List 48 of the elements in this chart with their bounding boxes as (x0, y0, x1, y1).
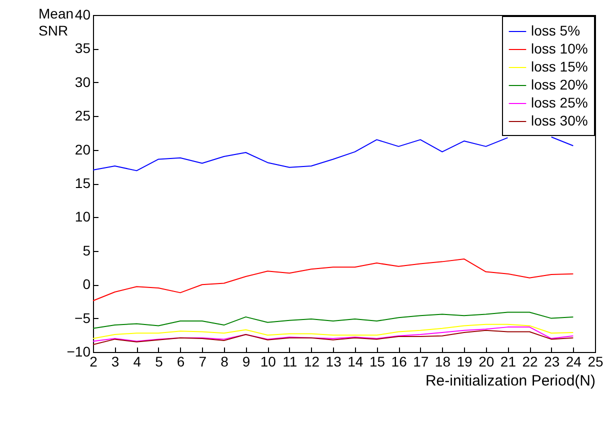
x-tick-label: 20 (478, 354, 494, 370)
x-tick-label: 19 (456, 354, 473, 370)
x-tick-label: 23 (544, 354, 560, 370)
legend-label: loss 25% (531, 94, 588, 110)
x-tick-label: 14 (348, 354, 364, 370)
x-axis-title: Re-initialization Period(N) (425, 372, 596, 390)
x-tick-label: 4 (133, 354, 142, 370)
legend-label: loss 15% (531, 58, 588, 74)
line-series (92, 312, 574, 329)
x-tick-label: 24 (566, 354, 582, 370)
y-tick-label: −10 (66, 344, 91, 360)
y-axis-title: Mean SNR (38, 6, 74, 38)
x-tick-label: 3 (111, 354, 120, 370)
y-tick-label: 10 (74, 208, 91, 225)
legend-label: loss 20% (531, 76, 588, 92)
line-series (92, 326, 574, 342)
x-tick-label: 2 (90, 354, 98, 370)
y-tick-label: 35 (74, 40, 91, 56)
x-tick-label: 6 (176, 354, 185, 370)
legend-label: loss 30% (531, 112, 588, 128)
x-tick-label: 5 (155, 354, 164, 370)
x-tick-label: 12 (304, 354, 320, 370)
x-tick-label: 17 (413, 354, 429, 370)
y-tick-label: 15 (74, 175, 91, 191)
x-tick-label: 11 (282, 354, 298, 370)
y-tick-label: −5 (74, 310, 91, 326)
x-tick-label: 10 (260, 354, 276, 370)
x-tick-label: 22 (522, 354, 538, 370)
x-tick-label: 13 (326, 354, 342, 370)
line-series (92, 330, 574, 346)
x-tick-label: 15 (369, 354, 386, 370)
y-tick-label: 30 (74, 74, 91, 90)
x-tick-label: 16 (391, 354, 408, 370)
x-tick-label: 25 (588, 354, 604, 370)
x-tick-label: 9 (242, 354, 250, 370)
line-series (92, 324, 574, 340)
y-tick-label: 25 (74, 108, 91, 124)
y-tick-label: 20 (74, 141, 91, 158)
y-tick-label: 5 (82, 242, 91, 258)
y-tick-label: 40 (74, 6, 91, 22)
legend-label: loss 10% (531, 40, 588, 56)
x-tick-label: 18 (434, 354, 451, 370)
legend-label: loss 5% (531, 22, 580, 38)
x-tick-label: 8 (220, 354, 229, 370)
x-tick-label: 21 (500, 354, 516, 370)
line-series (92, 258, 574, 302)
x-tick-label: 7 (198, 354, 207, 370)
y-tick-label: 0 (82, 276, 91, 292)
